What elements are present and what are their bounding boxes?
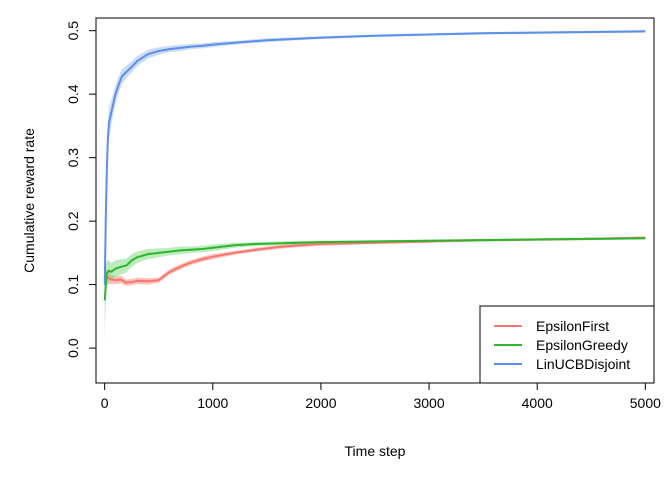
x-tick-label: 5000 (630, 395, 661, 411)
x-tick-label: 2000 (305, 395, 336, 411)
y-axis-title: Cumulative reward rate (21, 128, 37, 273)
y-tick-label: 0.4 (65, 84, 81, 104)
x-tick-label: 1000 (197, 395, 228, 411)
x-tick-label: 0 (101, 395, 109, 411)
confidence-bands (104, 30, 646, 349)
y-tick-label: 0.3 (65, 148, 81, 168)
y-tick-label: 0.2 (65, 211, 81, 231)
y-tick-label: 0.0 (65, 338, 81, 358)
x-tick-label: 4000 (522, 395, 553, 411)
legend-label-EpsilonFirst: EpsilonFirst (536, 318, 609, 334)
band-EpsilonFirst (104, 236, 646, 298)
series-line-EpsilonFirst (103, 236, 646, 284)
x-axis-title: Time step (345, 443, 406, 459)
series-line-LinUCBDisjoint (103, 30, 646, 285)
band-LinUCBDisjoint (104, 30, 646, 349)
legend: EpsilonFirst EpsilonGreedy LinUCBDisjoint (479, 305, 655, 384)
series-line-EpsilonGreedy (103, 237, 646, 301)
x-axis: 0 1000 2000 3000 4000 5000 (101, 382, 661, 411)
y-tick-label: 0.5 (65, 21, 81, 41)
legend-label-LinUCBDisjoint: LinUCBDisjoint (536, 356, 630, 372)
legend-label-EpsilonGreedy: EpsilonGreedy (536, 337, 628, 353)
series-lines (103, 30, 646, 301)
y-axis: 0.0 0.1 0.2 0.3 0.4 0.5 (65, 21, 97, 358)
x-tick-label: 3000 (413, 395, 444, 411)
y-tick-label: 0.1 (65, 275, 81, 295)
